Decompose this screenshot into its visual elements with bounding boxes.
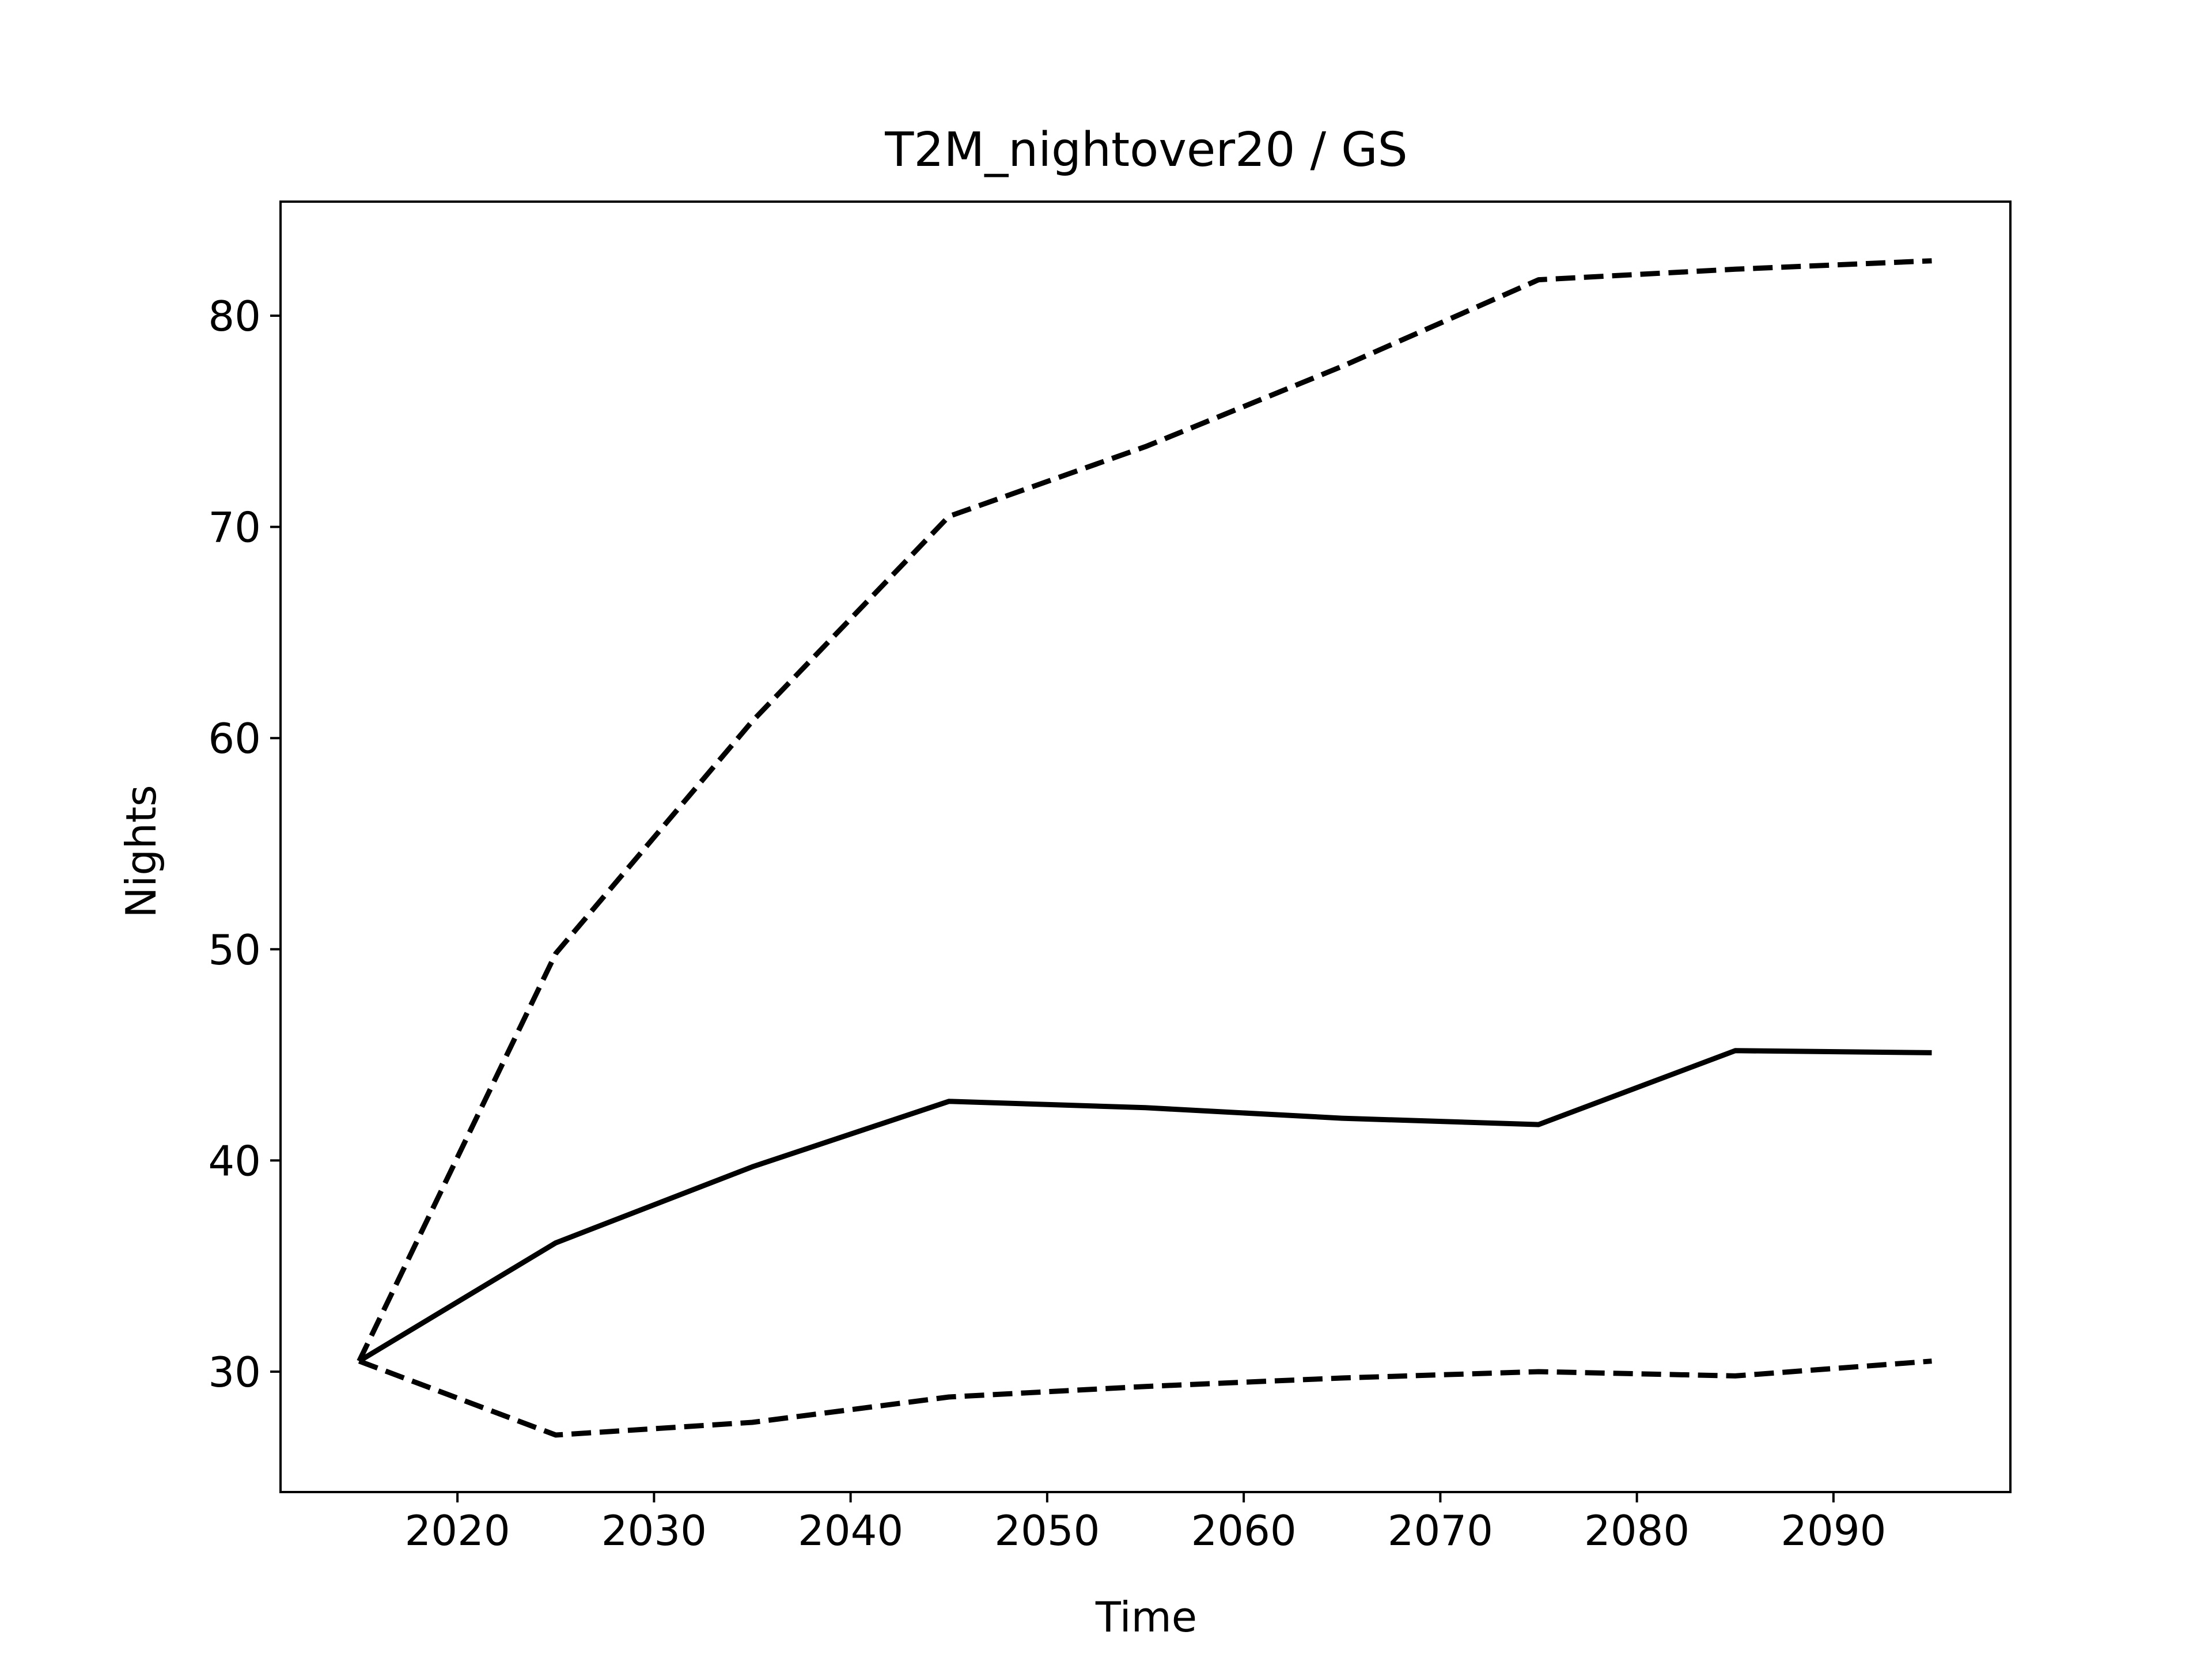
series-line-1: [357, 258, 1932, 1362]
y-tick-label-70: 70: [208, 503, 261, 552]
series-line-2: [358, 1048, 1932, 1364]
axes-frame: [279, 200, 2012, 1493]
plot-area: 2020 2030 2040 2050 2060 2070 2080 2090 30 40 50 60…: [208, 200, 2012, 1555]
y-tick-label-80: 80: [208, 292, 261, 340]
chart-title: T2M_nightover20 / GS: [884, 123, 1408, 177]
x-tick-label-2040: 2040: [798, 1506, 903, 1555]
y-tick-label-30: 30: [208, 1348, 261, 1396]
x-tick-label-2030: 2030: [601, 1506, 707, 1555]
y-tick-label-60: 60: [208, 714, 261, 763]
x-tick-label-2090: 2090: [1781, 1506, 1886, 1555]
series-line-3: [358, 1358, 1932, 1438]
x-tick-label-2050: 2050: [994, 1506, 1100, 1555]
y-axis-label: Nights: [117, 785, 165, 918]
x-tick-label-2070: 2070: [1388, 1506, 1493, 1555]
x-tick-label-2080: 2080: [1584, 1506, 1690, 1555]
x-tick-label-2060: 2060: [1191, 1506, 1297, 1555]
y-tick-label-50: 50: [208, 926, 261, 974]
x-axis-label: Time: [1095, 1593, 1197, 1641]
y-tick-label-40: 40: [208, 1137, 261, 1185]
x-tick-label-2020: 2020: [405, 1506, 510, 1555]
